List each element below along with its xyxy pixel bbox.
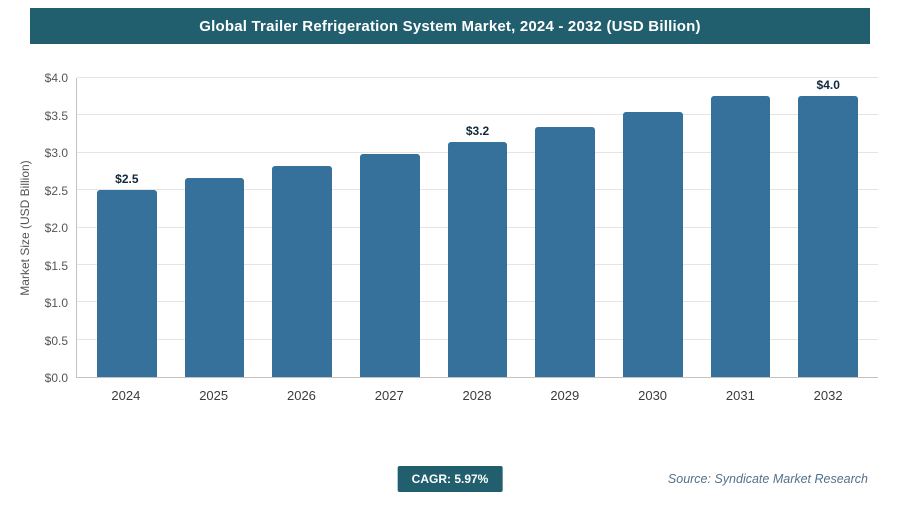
bar-2026 [272,166,332,377]
chart-footer: CAGR: 5.97% Source: Syndicate Market Res… [0,466,900,492]
plot-column: $2.5 $3.2 $4.0 2024 2025 2026 2027 2028 2029 203… [76,77,878,403]
bar-2028 [447,141,508,377]
gridline [77,114,878,116]
bar-2032 [798,96,859,377]
y-tick-label: $3.5 [44,108,68,123]
x-tick-label: 2025 [199,388,229,403]
x-axis-labels: 2024 2025 2026 2027 2028 2029 2030 2031 2032 [76,388,878,403]
y-tick-label: $2.5 [44,183,68,198]
y-tick-label: $0.5 [44,333,68,348]
bar-cell [171,78,259,377]
plot-area: $2.5 $3.2 $4.0 [76,77,878,378]
y-axis-ticks: $0.0 $0.5 $1.0 $1.5 $2.0 $2.5 $3.0 $3.5 $4.0 [36,71,76,385]
bar-value-label: $4.0 [816,78,840,92]
x-tick-label: 2029 [550,388,580,403]
bar-2029 [535,127,595,377]
x-tick-label: 2031 [725,388,755,403]
bar-cell [258,78,346,377]
bar-cell [521,78,609,377]
chart-page: Global Trailer Refrigeration System Mark… [0,8,900,508]
bar-cell [346,78,434,377]
y-tick-label: $0.0 [44,371,68,385]
bar-cell: $2.5 [83,78,171,377]
bar-2031 [710,95,771,377]
chart-area: Market Size (USD Billion) $0.0 $0.5 $1.0 $1… [14,71,878,403]
y-tick-label: $4.0 [44,71,68,85]
bar-cell [697,78,785,377]
chart-title-bar: Global Trailer Refrigeration System Mark… [30,8,870,44]
bar-value-label: $3.2 [465,123,490,138]
bar-2024 [97,190,157,377]
y-tick-label: $3.0 [44,146,68,160]
bar-2025 [184,178,245,377]
x-tick-label: 2028 [462,388,492,403]
cagr-badge: CAGR: 5.97% [397,466,503,492]
bar-cell: $4.0 [784,78,872,377]
bar-cell [609,78,697,377]
x-tick-label: 2024 [111,388,141,403]
x-tick-label: 2027 [374,388,404,403]
y-tick-label: $2.0 [44,221,68,235]
bar-2030 [623,111,683,377]
y-tick-label: $1.0 [44,296,68,310]
bar-cell: $3.2 [434,78,522,377]
bar-value-label: $2.5 [115,172,139,187]
chart-title: Global Trailer Refrigeration System Mark… [199,17,701,35]
x-tick-label: 2026 [286,388,316,403]
y-axis-title: Market Size (USD Billion) [18,160,32,296]
y-axis-title-container: Market Size (USD Billion) [14,78,36,378]
source-attribution: Source: Syndicate Market Research [667,472,868,486]
x-tick-label: 2030 [638,388,668,403]
y-tick-label: $1.5 [44,258,68,273]
bars-container: $2.5 $3.2 $4.0 [77,78,878,377]
bar-2027 [360,153,420,377]
x-tick-label: 2032 [813,388,843,403]
gridline [77,77,878,78]
